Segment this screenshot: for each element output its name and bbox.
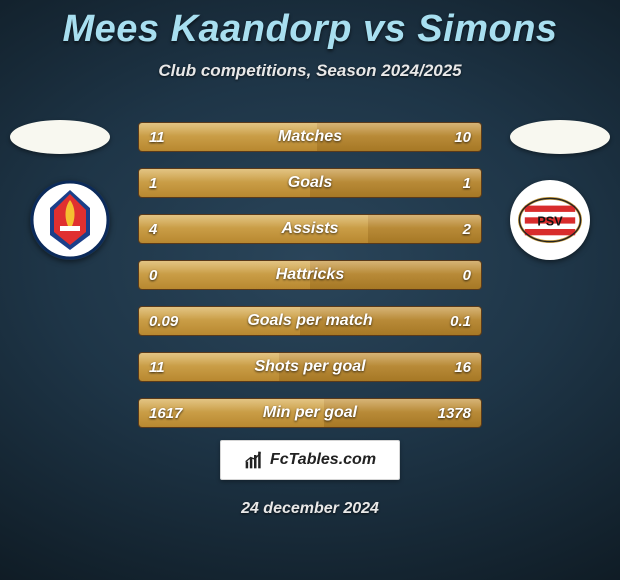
stat-row: Goals per match0.090.1 — [138, 306, 482, 336]
stat-value-left: 4 — [139, 215, 167, 243]
stat-value-right: 1 — [453, 169, 481, 197]
stat-value-left: 1617 — [139, 399, 192, 427]
page-title: Mees Kaandorp vs Simons — [0, 0, 620, 51]
psv-badge-icon: PSV — [514, 184, 586, 256]
stat-value-right: 10 — [444, 123, 481, 151]
stat-row: Shots per goal1116 — [138, 352, 482, 382]
stat-value-right: 1378 — [428, 399, 481, 427]
stat-value-left: 11 — [139, 123, 175, 151]
stat-value-left: 0.09 — [139, 307, 188, 335]
stat-row: Goals11 — [138, 168, 482, 198]
stats-table: Matches1110Goals11Assists42Hattricks00Go… — [138, 122, 482, 444]
player-left-headshot — [10, 120, 110, 154]
club-badge-left — [30, 180, 110, 260]
stat-value-right: 2 — [453, 215, 481, 243]
stat-value-left: 1 — [139, 169, 167, 197]
stat-value-right: 0 — [453, 261, 481, 289]
stat-row: Matches1110 — [138, 122, 482, 152]
stat-value-left: 0 — [139, 261, 167, 289]
stat-value-left: 11 — [139, 353, 175, 381]
brand-box: FcTables.com — [220, 440, 400, 480]
subtitle: Club competitions, Season 2024/2025 — [0, 61, 620, 81]
player-right-headshot — [510, 120, 610, 154]
date-label: 24 december 2024 — [0, 500, 620, 518]
stat-row: Assists42 — [138, 214, 482, 244]
telstar-badge-icon — [30, 180, 110, 260]
stat-row: Min per goal16171378 — [138, 398, 482, 428]
fctables-logo-icon — [244, 450, 264, 470]
svg-text:PSV: PSV — [537, 214, 563, 228]
brand-text: FcTables.com — [270, 451, 376, 469]
club-badge-right: PSV — [510, 180, 590, 260]
stat-value-right: 0.1 — [440, 307, 481, 335]
stat-value-right: 16 — [444, 353, 481, 381]
stat-row: Hattricks00 — [138, 260, 482, 290]
